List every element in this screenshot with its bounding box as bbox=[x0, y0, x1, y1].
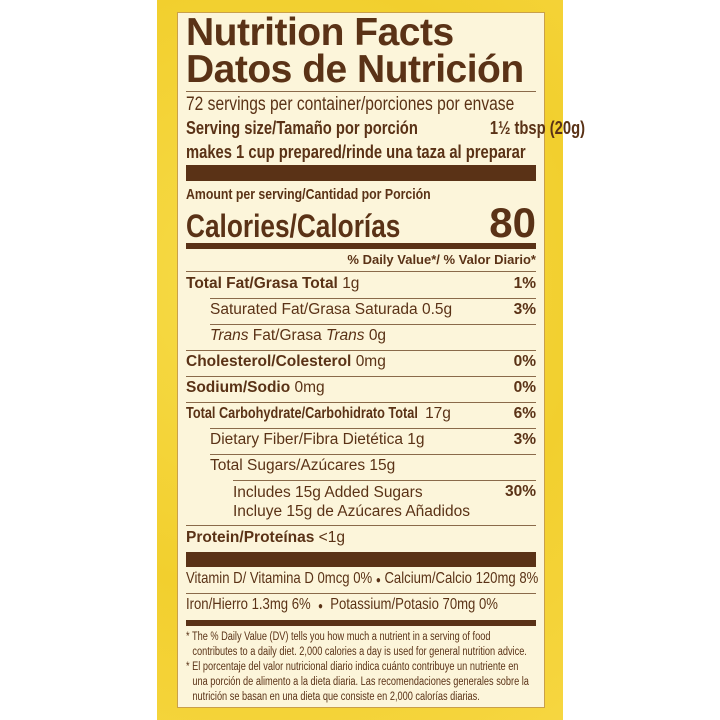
calories-value: 80 bbox=[489, 199, 536, 246]
title-en: Nutrition Facts bbox=[186, 11, 454, 54]
title-es: Datos de Nutrición bbox=[186, 48, 524, 91]
divider bbox=[210, 454, 536, 455]
nutrient-name: Total Fat/Grasa Total bbox=[186, 275, 338, 292]
nutrient-name: Total Carbohydrate/Carbohidrato Total bbox=[186, 405, 418, 422]
potassium: Potassium/Potasio 70mg 0% bbox=[330, 596, 498, 613]
divider bbox=[186, 271, 536, 272]
thick-divider bbox=[186, 165, 536, 181]
thick-divider bbox=[186, 552, 536, 567]
serving-size-label: Serving size/Tamaño por porción bbox=[186, 118, 418, 138]
nutrient-row: Cholesterol/Colesterol 0mg 0% bbox=[186, 353, 536, 371]
nutrient-row: Total Carbohydrate/Carbohidrato Total 17… bbox=[186, 405, 536, 423]
calcium: Calcium/Calcio 120mg 8% bbox=[384, 570, 539, 587]
nutrient-row: Trans Fat/Grasa Trans 0g bbox=[210, 327, 536, 345]
divider bbox=[233, 480, 536, 481]
nutrient-dv: 6% bbox=[513, 405, 536, 422]
vitamin-d: Vitamin D/ Vitamina D 0mcg 0% bbox=[186, 570, 373, 587]
bullet-icon: ● bbox=[375, 575, 381, 586]
added-sugars-es: Incluye 15g de Azúcares Añadidos bbox=[233, 503, 470, 520]
nutrient-name: Dietary Fiber/Fibra Dietética bbox=[210, 431, 403, 448]
divider bbox=[186, 593, 536, 594]
nutrient-name: Cholesterol/Colesterol bbox=[186, 353, 352, 370]
nutrient-amount: 0g bbox=[368, 327, 387, 344]
footnote-line: una porción de alimento a la dieta diari… bbox=[192, 676, 529, 688]
footnote-line: * El porcentaje del valor nutricional di… bbox=[186, 661, 519, 673]
nutrient-amount: 17g bbox=[425, 405, 451, 422]
nutrient-amount: 0mg bbox=[355, 353, 386, 370]
nutrient-amount: 0mg bbox=[294, 379, 325, 396]
daily-value-header: % Daily Value*/ % Valor Diario* bbox=[347, 252, 536, 267]
nutrient-amount: 15g bbox=[369, 457, 396, 474]
nutrient-amount: 0.5g bbox=[421, 301, 453, 318]
nutrient-dv: 3% bbox=[513, 431, 536, 448]
divider bbox=[210, 428, 536, 429]
added-sugars-en: Includes 15g Added Sugars bbox=[233, 484, 423, 501]
nutrient-row: Total Sugars/Azúcares 15g bbox=[210, 457, 536, 475]
nutrient-row: Dietary Fiber/Fibra Dietética 1g 3% bbox=[210, 431, 536, 449]
serving-size-value: 1½ tbsp (20g) bbox=[489, 118, 585, 138]
nutrient-row: Includes 15g Added Sugars Incluye 15g de … bbox=[233, 483, 536, 521]
nutrient-dv: 0% bbox=[513, 353, 536, 370]
prepared-note: makes 1 cup prepared/rinde una taza al p… bbox=[186, 142, 526, 162]
nutrient-row: Protein/Proteínas <1g bbox=[186, 529, 536, 547]
footnote-line: contributes to a daily diet. 2,000 calor… bbox=[192, 646, 527, 658]
nutrient-dv: 30% bbox=[504, 483, 536, 500]
nutrient-amount: 1g bbox=[407, 431, 425, 448]
footnote-line: nutrición se basan en una dieta que cons… bbox=[192, 691, 480, 703]
nutrient-row: Sodium/Sodio 0mg 0% bbox=[186, 379, 536, 397]
medium-divider bbox=[186, 620, 536, 626]
servings-per-container: 72 servings per container/porciones por … bbox=[186, 94, 515, 115]
nutrient-name: Protein/Proteínas bbox=[186, 529, 315, 546]
footnote-line: * The % Daily Value (DV) tells you how m… bbox=[186, 631, 491, 643]
iron: Iron/Hierro 1.3mg 6% bbox=[186, 596, 311, 613]
bullet-icon: ● bbox=[317, 601, 323, 612]
amount-per-serving: Amount per serving/Cantidad por Porción bbox=[186, 186, 431, 203]
nutrient-dv: 0% bbox=[513, 379, 536, 396]
nutrient-row: Total Fat/Grasa Total 1g 1% bbox=[186, 275, 536, 293]
nutrient-name: Fat/Grasa bbox=[248, 327, 327, 344]
nutrition-facts-panel: Nutrition Facts Datos de Nutrición 72 se… bbox=[177, 11, 585, 708]
nutrient-dv: 1% bbox=[513, 275, 536, 292]
divider bbox=[186, 525, 536, 526]
nutrient-name: Trans bbox=[210, 327, 249, 344]
divider bbox=[186, 376, 536, 377]
nutrient-row: Saturated Fat/Grasa Saturada 0.5g 3% bbox=[210, 301, 536, 319]
nutrient-amount: <1g bbox=[318, 529, 345, 546]
divider bbox=[210, 298, 536, 299]
vitamins-row-2: Iron/Hierro 1.3mg 6% ● Potassium/Potasio… bbox=[186, 596, 498, 614]
nutrient-dv: 3% bbox=[513, 301, 536, 318]
medium-divider bbox=[186, 243, 536, 249]
vitamins-row-1: Vitamin D/ Vitamina D 0mcg 0% ● Calcium/… bbox=[186, 570, 539, 588]
footnote: * The % Daily Value (DV) tells you how m… bbox=[186, 630, 529, 705]
nutrient-name: Sodium/Sodio bbox=[186, 379, 291, 396]
divider bbox=[186, 350, 536, 351]
nutrient-name: Saturated Fat/Grasa Saturada bbox=[210, 301, 418, 318]
divider bbox=[186, 402, 536, 403]
nutrient-amount: 1g bbox=[342, 275, 360, 292]
nutrient-name: Total Sugars/Azúcares bbox=[210, 457, 366, 474]
nutrient-name: Trans bbox=[326, 327, 365, 344]
divider bbox=[210, 324, 536, 325]
divider bbox=[186, 91, 536, 92]
calories-label: Calories/Calorías bbox=[186, 208, 401, 244]
